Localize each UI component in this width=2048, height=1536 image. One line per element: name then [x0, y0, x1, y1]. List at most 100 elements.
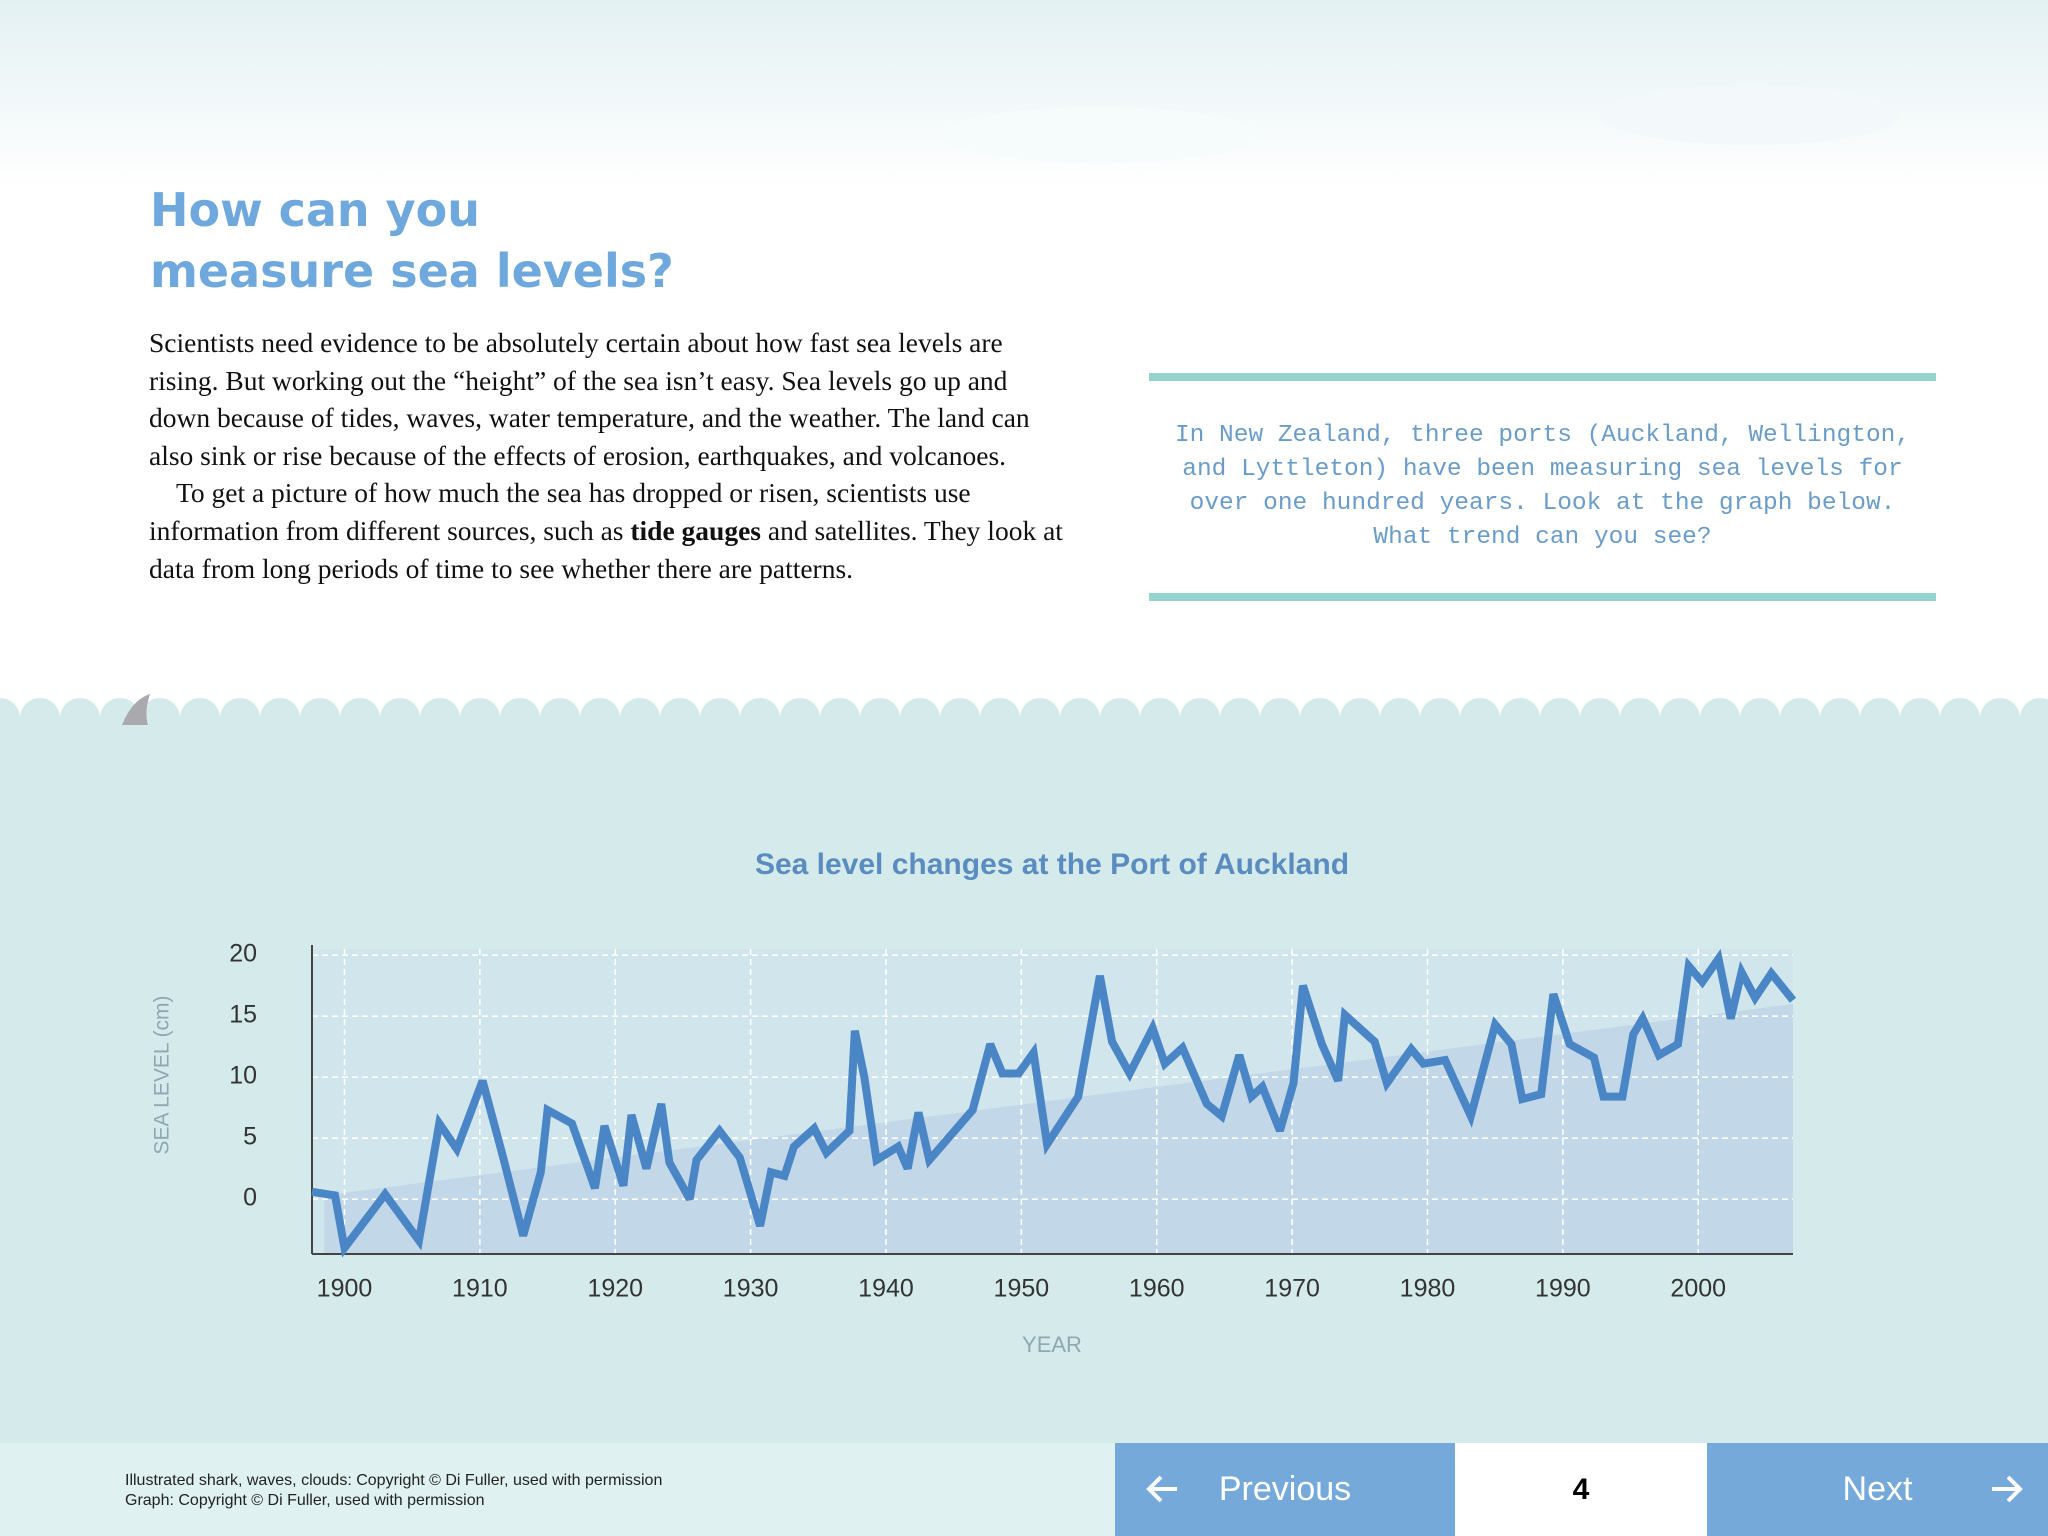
wave — [900, 698, 940, 738]
x-tick-label: 2000 — [1670, 1275, 1726, 1303]
cloud — [940, 107, 1260, 163]
wave — [20, 698, 60, 738]
text: Scientists need evidence to be absolutel… — [149, 327, 1030, 471]
wave — [1580, 698, 1620, 738]
callout-line: over one hundred years. Look at the grap… — [1189, 490, 1896, 517]
wave — [740, 698, 780, 738]
arrow-left — [1146, 1475, 1177, 1503]
wave — [2020, 698, 2048, 738]
bold-term: tide gauges — [630, 514, 761, 546]
button-label: Next — [1842, 1470, 1913, 1508]
wave — [1500, 698, 1540, 738]
wave — [1660, 698, 1700, 738]
wave — [1900, 698, 1940, 738]
x-tick-label: 1940 — [858, 1275, 914, 1303]
text: To get a picture of how much the sea has… — [149, 477, 971, 546]
wave — [60, 698, 100, 738]
wave — [420, 698, 460, 738]
y-tick-label: 15 — [229, 1001, 257, 1029]
wave — [1060, 698, 1100, 738]
wave — [620, 698, 660, 738]
x-tick-label: 1900 — [317, 1275, 373, 1303]
wave — [1860, 698, 1900, 738]
wave — [1620, 698, 1660, 738]
x-tick-label: 1920 — [587, 1275, 643, 1303]
x-tick-label: 1980 — [1400, 1275, 1456, 1303]
wave — [1980, 698, 2020, 738]
wave — [140, 698, 180, 738]
callout-line: What trend can you see? — [1373, 524, 1712, 551]
callout: In New Zealand, three ports (Auckland, W… — [1149, 373, 1936, 601]
wave — [820, 698, 860, 738]
wave — [700, 698, 740, 738]
wave — [260, 698, 300, 738]
previous-button[interactable]: Previous — [1115, 1443, 1455, 1536]
x-tick-label: 1930 — [723, 1275, 779, 1303]
credit-line: Illustrated shark, waves, clouds: Copyri… — [125, 1472, 663, 1489]
wave — [340, 698, 380, 738]
button-label: Previous — [1218, 1470, 1352, 1508]
body-text: Scientists need evidence to be absolutel… — [149, 324, 1069, 587]
wave — [1380, 698, 1420, 738]
wave — [1220, 698, 1260, 738]
wave — [1540, 698, 1580, 738]
x-tick-label: 1950 — [994, 1275, 1050, 1303]
wave — [1700, 698, 1740, 738]
callout-line: In New Zealand, three ports (Auckland, W… — [1174, 422, 1911, 449]
wave — [940, 698, 980, 738]
wave — [1300, 698, 1340, 738]
waves — [0, 698, 2048, 738]
wave — [1100, 698, 1140, 738]
y-tick-label: 0 — [243, 1184, 257, 1212]
wave — [460, 698, 500, 738]
wave — [1780, 698, 1820, 738]
x-tick-label: 1960 — [1129, 1275, 1185, 1303]
wave — [1820, 698, 1860, 738]
wave — [1460, 698, 1500, 738]
x-tick-label: 1970 — [1264, 1275, 1320, 1303]
wave — [980, 698, 1020, 738]
wave — [1340, 698, 1380, 738]
page-number-text: 4 — [1572, 1472, 1590, 1506]
y-axis-label: SEA LEVEL (cm) — [151, 995, 174, 1154]
shark-fin — [122, 694, 150, 725]
wave — [540, 698, 580, 738]
heading: How can you measure sea levels? — [150, 180, 674, 302]
chart: Sea level changes at the Port of Aucklan… — [151, 848, 1797, 1357]
wave — [1940, 698, 1980, 738]
wave — [1180, 698, 1220, 738]
x-tick-label: 1990 — [1535, 1275, 1591, 1303]
wave — [1020, 698, 1060, 738]
wave — [220, 698, 260, 738]
wave — [180, 698, 220, 738]
page-number: 4 — [1455, 1443, 1707, 1536]
text: and satellites. They look at data from l… — [149, 514, 1063, 584]
data-line — [311, 948, 1797, 1258]
wave — [1420, 698, 1460, 738]
wave — [0, 698, 20, 738]
wave — [500, 698, 540, 738]
next-button[interactable]: Next — [1707, 1443, 2048, 1536]
arrow-right — [1992, 1475, 2023, 1503]
heading-line: How can you — [150, 183, 481, 237]
y-tick-label: 5 — [243, 1123, 257, 1151]
x-axis-label: YEAR — [1022, 1332, 1082, 1357]
cloud — [1600, 85, 1900, 145]
paragraph: Scientists need evidence to be absolutel… — [149, 324, 1069, 474]
wave — [580, 698, 620, 738]
wave — [380, 698, 420, 738]
wave — [1140, 698, 1180, 738]
callout-line: and Lyttleton) have been measuring sea l… — [1182, 456, 1903, 483]
wave — [780, 698, 820, 738]
credit-line: Graph: Copyright © Di Fuller, used with … — [125, 1492, 485, 1509]
wave — [1260, 698, 1300, 738]
footer: Illustrated shark, waves, clouds: Copyri… — [0, 1443, 2048, 1536]
credits: Illustrated shark, waves, clouds: Copyri… — [125, 1471, 662, 1511]
wave — [100, 698, 140, 738]
wave — [1740, 698, 1780, 738]
wave — [300, 698, 340, 738]
wave — [660, 698, 700, 738]
wave — [860, 698, 900, 738]
paragraph: To get a picture of how much the sea has… — [149, 474, 1069, 587]
